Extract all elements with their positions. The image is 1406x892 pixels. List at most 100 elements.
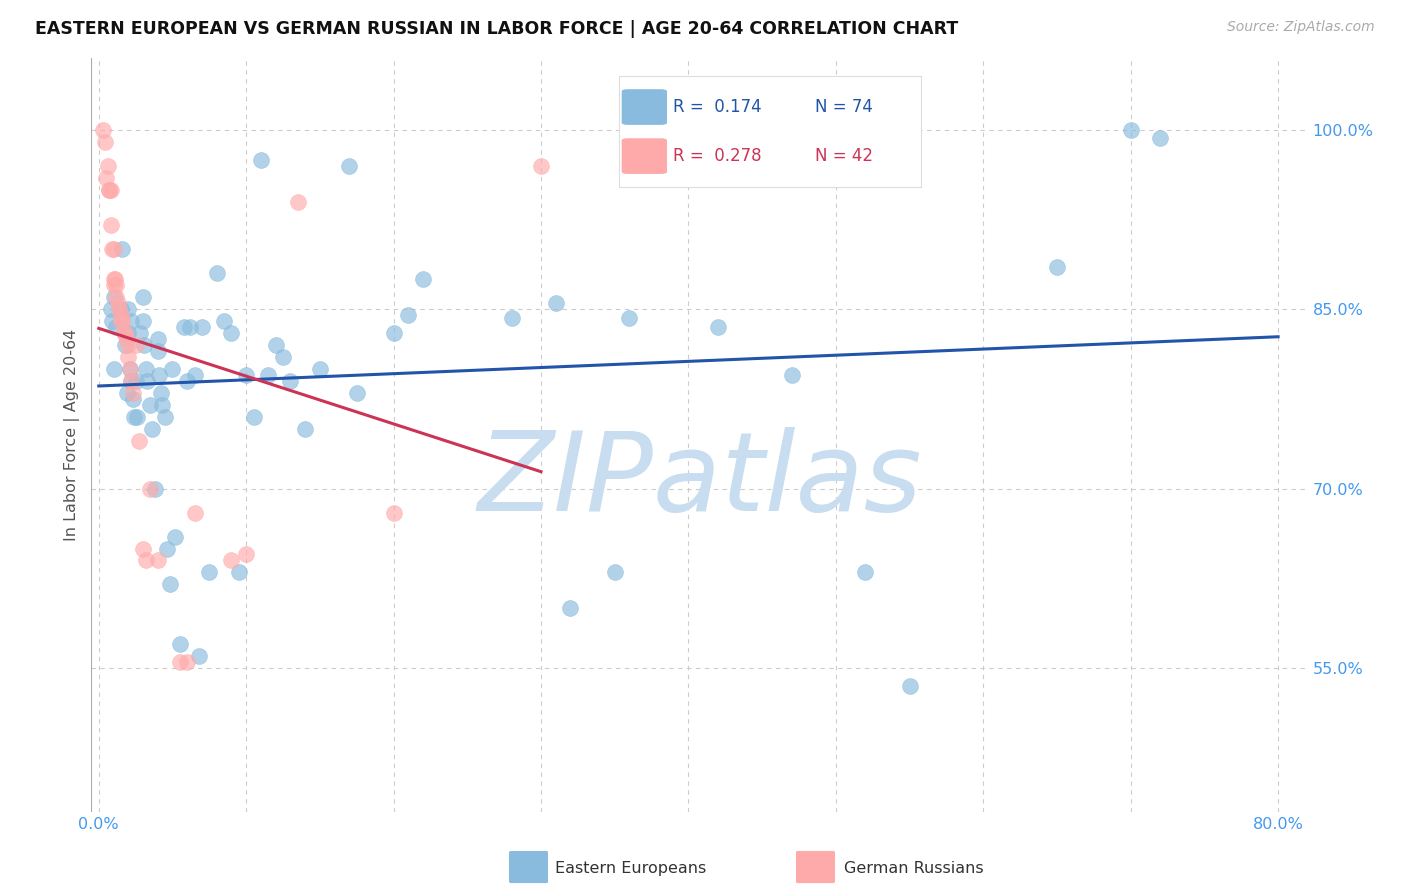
Point	[98, 183, 121, 197]
Point	[114, 326, 136, 340]
Point	[97, 159, 120, 173]
Point	[242, 409, 264, 424]
Point	[124, 374, 146, 388]
Point	[105, 290, 128, 304]
Point	[780, 368, 803, 382]
Point	[121, 386, 143, 401]
Point	[141, 422, 163, 436]
Point	[127, 409, 149, 424]
Text: German Russians: German Russians	[844, 862, 983, 876]
Point	[148, 368, 170, 382]
Point	[117, 302, 139, 317]
Point	[235, 368, 257, 382]
Point	[337, 159, 360, 173]
Point	[173, 320, 195, 334]
Point	[228, 566, 250, 580]
Point	[132, 541, 155, 556]
Text: ZIPatlas: ZIPatlas	[477, 426, 922, 533]
Point	[707, 320, 730, 334]
Point	[280, 374, 302, 388]
Point	[121, 392, 143, 406]
Point	[103, 290, 125, 304]
Point	[294, 422, 316, 436]
Point	[382, 506, 405, 520]
Point	[101, 314, 124, 328]
Point	[120, 374, 142, 388]
Point	[139, 398, 162, 412]
Point	[135, 553, 157, 567]
Point	[212, 314, 235, 328]
Point	[162, 362, 184, 376]
Text: R =  0.174: R = 0.174	[673, 98, 762, 116]
Point	[560, 601, 582, 615]
Point	[103, 272, 125, 286]
Point	[103, 278, 125, 293]
Text: R =  0.278: R = 0.278	[673, 147, 762, 165]
Point	[179, 320, 201, 334]
Point	[159, 577, 181, 591]
Point	[146, 332, 169, 346]
Point	[135, 362, 157, 376]
Point	[100, 219, 122, 233]
Point	[98, 183, 121, 197]
Point	[176, 655, 198, 669]
Point	[169, 655, 191, 669]
Point	[150, 398, 173, 412]
Point	[1119, 122, 1142, 136]
Point	[114, 338, 136, 352]
Point	[117, 326, 139, 340]
Point	[149, 386, 172, 401]
Point	[128, 434, 150, 448]
Point	[191, 320, 214, 334]
Text: Source: ZipAtlas.com: Source: ZipAtlas.com	[1227, 20, 1375, 34]
Point	[118, 362, 141, 376]
Point	[346, 386, 368, 401]
Point	[153, 409, 176, 424]
Point	[139, 482, 162, 496]
Point	[115, 332, 138, 346]
Point	[100, 183, 122, 197]
Point	[169, 637, 191, 651]
Point	[112, 326, 135, 340]
Point	[104, 272, 127, 286]
Point	[146, 344, 169, 359]
Point	[501, 310, 523, 325]
Point	[136, 374, 159, 388]
Point	[603, 566, 626, 580]
Point	[898, 679, 921, 693]
Point	[105, 278, 128, 293]
Text: Eastern Europeans: Eastern Europeans	[555, 862, 707, 876]
Point	[105, 320, 128, 334]
Point	[250, 153, 273, 167]
Point	[183, 368, 205, 382]
Point	[205, 266, 228, 280]
Point	[124, 338, 146, 352]
FancyBboxPatch shape	[796, 851, 835, 883]
Point	[853, 566, 876, 580]
Point	[396, 308, 419, 322]
Point	[100, 302, 122, 317]
Point	[110, 314, 132, 328]
Point	[134, 338, 156, 352]
Point	[619, 310, 641, 325]
Point	[198, 566, 221, 580]
Point	[530, 159, 553, 173]
Point	[155, 541, 177, 556]
Point	[93, 135, 115, 149]
Point	[122, 409, 145, 424]
Point	[120, 314, 142, 328]
Point	[129, 326, 152, 340]
FancyBboxPatch shape	[621, 89, 666, 125]
Point	[146, 553, 169, 567]
Point	[235, 548, 257, 562]
Point	[188, 649, 211, 664]
Point	[91, 122, 114, 136]
Point	[309, 362, 332, 376]
Y-axis label: In Labor Force | Age 20-64: In Labor Force | Age 20-64	[65, 329, 80, 541]
Point	[111, 243, 134, 257]
Point	[382, 326, 405, 340]
Point	[115, 386, 138, 401]
Point	[221, 553, 243, 567]
Point	[110, 302, 132, 317]
Point	[108, 302, 131, 317]
